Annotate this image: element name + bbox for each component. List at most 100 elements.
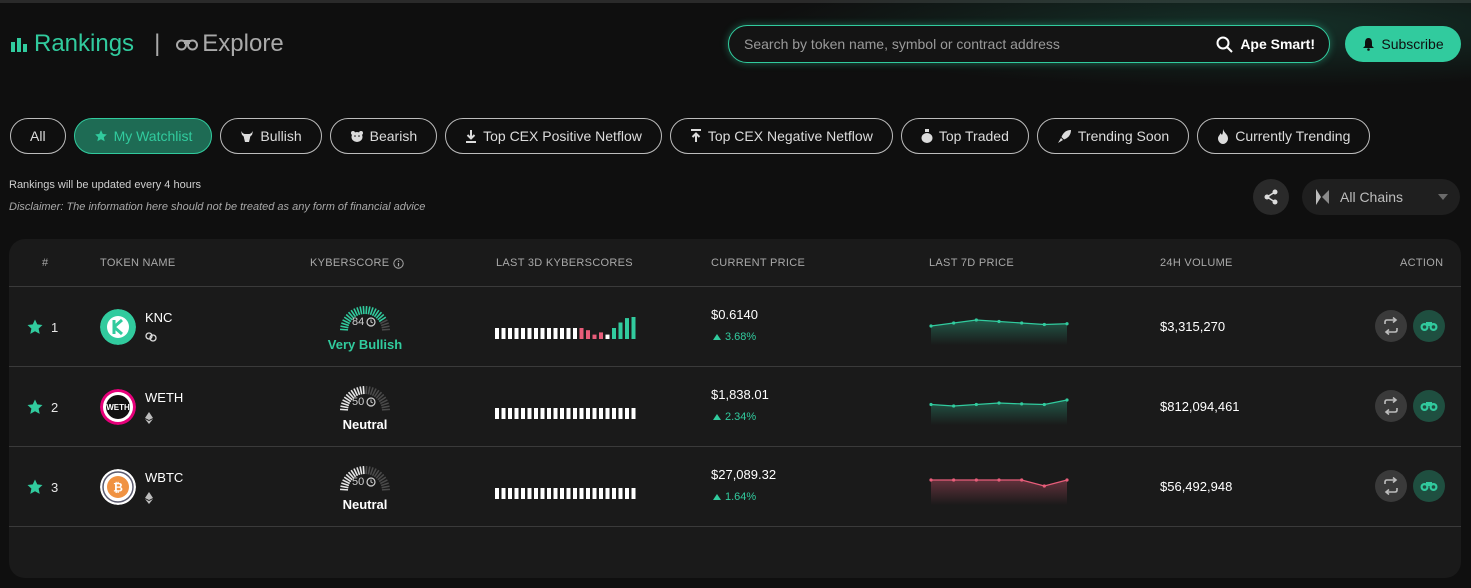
swap-button[interactable] bbox=[1375, 310, 1407, 342]
token-name[interactable]: WETH bbox=[145, 390, 184, 405]
rank-number: 2 bbox=[51, 400, 59, 415]
gauge-tick bbox=[375, 391, 383, 399]
gauge-tick bbox=[381, 488, 390, 491]
gauge-tick bbox=[341, 482, 350, 487]
sparkline-point bbox=[974, 318, 978, 322]
price-change-value: 1.64% bbox=[725, 491, 757, 503]
bell-icon bbox=[1363, 38, 1375, 51]
subscribe-button[interactable]: Subscribe bbox=[1345, 26, 1461, 62]
gauge-tick bbox=[380, 322, 389, 327]
kyberscore-bar bbox=[495, 488, 499, 499]
explore-button[interactable] bbox=[1413, 310, 1445, 342]
kyberscore-bar bbox=[514, 328, 519, 339]
filter-all[interactable]: All bbox=[10, 118, 66, 154]
table-row[interactable]: 3 ₿ WBTC 50 Neutral $27,089.32 1.64% $56… bbox=[9, 447, 1461, 527]
kyberscore-value: 84 bbox=[352, 316, 376, 328]
current-price: $1,838.01 bbox=[711, 387, 769, 402]
share-button[interactable] bbox=[1253, 179, 1289, 215]
sparkline-point bbox=[929, 478, 933, 482]
gauge-tick bbox=[365, 466, 368, 475]
kyberscore-bar bbox=[527, 328, 532, 339]
filter-my-watchlist[interactable]: My Watchlist bbox=[73, 118, 213, 154]
filter-top-cex-negative-netflow[interactable]: Top CEX Negative Netflow bbox=[669, 118, 893, 154]
token-name[interactable]: KNC bbox=[145, 310, 173, 325]
caret-down-icon bbox=[1438, 194, 1448, 200]
kyberscore-bar bbox=[560, 328, 564, 339]
filter-top-traded[interactable]: Top Traded bbox=[900, 118, 1029, 154]
table-row[interactable]: 1 KNC 84 Very Bullish $0.6140 3.68% $3,3… bbox=[9, 287, 1461, 367]
swap-button[interactable] bbox=[1375, 390, 1407, 422]
kyberscore-bar bbox=[625, 318, 629, 339]
gauge-tick bbox=[343, 396, 352, 403]
gauge-tick bbox=[345, 393, 353, 401]
ape-smart-label: Ape Smart! bbox=[1240, 36, 1315, 52]
filter-bearish[interactable]: Bearish bbox=[329, 118, 438, 154]
sparkline-point bbox=[952, 478, 956, 482]
kyberscore-bar bbox=[547, 488, 551, 499]
swap-button[interactable] bbox=[1375, 470, 1407, 502]
sparkline-point bbox=[997, 401, 1001, 405]
filter-currently-trending[interactable]: Currently Trending bbox=[1197, 118, 1371, 154]
explore-button[interactable] bbox=[1413, 390, 1445, 422]
gauge-tick bbox=[342, 399, 351, 405]
filter-top-cex-positive-netflow[interactable]: Top CEX Positive Netflow bbox=[445, 118, 662, 154]
filter-label: Bearish bbox=[369, 128, 418, 144]
chain-select[interactable]: All Chains bbox=[1302, 179, 1460, 215]
gauge-tick bbox=[373, 389, 380, 398]
gauge-tick bbox=[373, 469, 380, 478]
nav-rankings[interactable]: Rankings bbox=[10, 30, 134, 58]
rank-number: 3 bbox=[51, 480, 59, 495]
kyberscore-bar bbox=[566, 408, 571, 419]
gauge-tick bbox=[380, 402, 389, 407]
kyberscore-bar bbox=[605, 488, 610, 499]
price-sparkline bbox=[929, 478, 1069, 505]
gauge-tick bbox=[356, 387, 361, 396]
volume-24h: $56,492,948 bbox=[1160, 479, 1233, 494]
kyberscore-value: 50 bbox=[352, 476, 376, 488]
gauge-tick bbox=[340, 405, 349, 409]
kyberscore-bar bbox=[508, 488, 512, 499]
ape-smart-button[interactable]: Ape Smart! bbox=[1216, 36, 1329, 53]
kyberscore-bar bbox=[540, 408, 545, 419]
info-icon[interactable] bbox=[393, 257, 405, 269]
token-name[interactable]: WBTC bbox=[145, 470, 184, 485]
gauge-tick bbox=[367, 306, 371, 315]
filter-trending-soon[interactable]: Trending Soon bbox=[1036, 118, 1190, 154]
gauge-tick bbox=[345, 473, 353, 481]
star-icon[interactable] bbox=[26, 398, 44, 416]
filter-label: Currently Trending bbox=[1235, 128, 1351, 144]
gauge-tick bbox=[347, 311, 355, 319]
price-change-value: 3.68% bbox=[725, 331, 757, 343]
kyberscore-bar bbox=[592, 408, 597, 419]
col-current-price: CURRENT PRICE bbox=[711, 257, 806, 269]
sparkline-point bbox=[1042, 402, 1046, 407]
kyberscore-bar bbox=[508, 328, 512, 339]
kyber-logo-icon bbox=[1316, 189, 1329, 205]
sparkline-area bbox=[931, 320, 1067, 345]
volume-24h: $812,094,461 bbox=[1160, 399, 1240, 414]
gauge-tick bbox=[359, 306, 363, 315]
binoculars-icon bbox=[1420, 322, 1438, 331]
kyberscore-bar bbox=[618, 322, 623, 339]
explore-button[interactable] bbox=[1413, 470, 1445, 502]
col-last-7d-price: LAST 7D PRICE bbox=[929, 257, 1015, 269]
gauge-tick bbox=[341, 322, 350, 327]
kyberscore-bar bbox=[501, 488, 506, 499]
kyberscore-gauge bbox=[340, 306, 390, 331]
nav-explore[interactable]: Explore bbox=[176, 30, 284, 58]
wbtc-logo-icon: ₿ bbox=[100, 469, 136, 505]
gauge-tick bbox=[340, 488, 349, 491]
sparkline-point bbox=[1020, 321, 1024, 325]
gauge-tick bbox=[345, 313, 353, 321]
gauge-tick bbox=[378, 396, 387, 403]
star-icon[interactable] bbox=[26, 478, 44, 496]
search-input[interactable] bbox=[729, 36, 1217, 52]
gauge-tick bbox=[367, 466, 371, 475]
update-note: Rankings will be updated every 4 hours bbox=[9, 179, 202, 191]
clock-icon bbox=[366, 317, 376, 327]
gauge-tick bbox=[362, 466, 365, 475]
current-price: $0.6140 bbox=[711, 307, 758, 322]
table-row[interactable]: 2 WETH WETH 50 Neutral $1,838.01 2.34% $… bbox=[9, 367, 1461, 447]
filter-bullish[interactable]: Bullish bbox=[220, 118, 322, 154]
star-icon[interactable] bbox=[26, 318, 44, 336]
